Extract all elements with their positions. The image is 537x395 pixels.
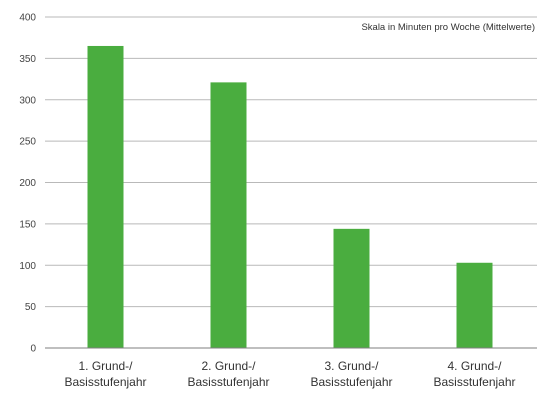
category-label-line: 1. Grund-/: [78, 359, 133, 373]
category-label-line: Basisstufenjahr: [64, 375, 146, 389]
bar-3: [333, 228, 370, 348]
category-label-line: 4. Grund-/: [447, 359, 502, 373]
category-label-line: Basisstufenjahr: [187, 375, 269, 389]
y-tick-label: 150: [19, 219, 36, 230]
bars: [87, 45, 493, 349]
category-label-line: Basisstufenjahr: [433, 375, 515, 389]
y-tick-label: 300: [19, 95, 36, 106]
y-tick-label: 250: [19, 137, 36, 148]
category-label: 2. Grund-/ Basisstufenjahr: [187, 359, 269, 389]
y-tick-label: 0: [30, 344, 36, 355]
y-tick-label: 350: [19, 54, 36, 65]
grid-lines: [45, 16, 537, 308]
category-label: 4. Grund-/ Basisstufenjahr: [433, 359, 515, 389]
y-tick-label: 50: [25, 302, 37, 313]
category-label-line: 3. Grund-/: [324, 359, 379, 373]
scale-annotation: Skala in Minuten pro Woche (Mittelwerte): [361, 22, 535, 33]
y-axis-ticks: 0 50 100 150 200 250 300 350 400: [19, 13, 36, 355]
category-label-line: 2. Grund-/: [201, 359, 256, 373]
bar-1: [87, 45, 124, 349]
y-tick-label: 100: [19, 261, 36, 272]
category-label: 3. Grund-/ Basisstufenjahr: [310, 359, 392, 389]
bar-2: [210, 82, 247, 348]
bar-4: [456, 262, 493, 348]
category-label-line: Basisstufenjahr: [310, 375, 392, 389]
y-tick-label: 200: [19, 178, 36, 189]
category-label: 1. Grund-/ Basisstufenjahr: [64, 359, 146, 389]
y-tick-label: 400: [19, 13, 36, 24]
x-axis-labels: 1. Grund-/ Basisstufenjahr 2. Grund-/ Basis…: [64, 359, 515, 389]
